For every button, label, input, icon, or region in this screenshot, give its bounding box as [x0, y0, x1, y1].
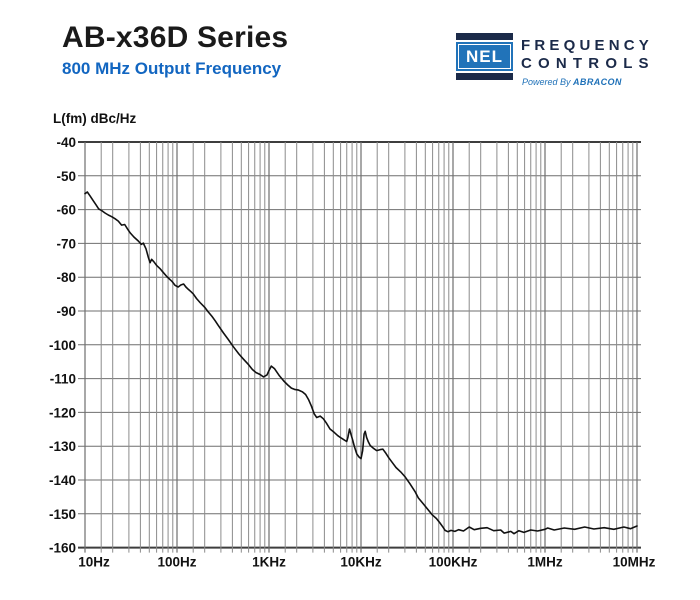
phase-noise-chart: L(fm) dBc/Hz -40 -50 -60 -70 -80 -90 -100 -110 -1…: [0, 105, 700, 585]
logo-controls-label: CONTROLS: [521, 55, 655, 72]
y-tick-label: -110: [50, 372, 76, 387]
y-tick-label: -140: [49, 473, 76, 488]
phase-noise-curve: [84, 191, 638, 535]
x-tick-label: 10MHz: [613, 555, 656, 570]
nel-logo: NEL FREQUENCY CONTROLS Powered By ABRACO…: [456, 33, 649, 91]
nel-box: NEL: [456, 42, 513, 71]
nel-bottom-bar: [456, 73, 513, 80]
x-tick-label: 10KHz: [340, 555, 382, 570]
logo-frequency-label: FREQUENCY: [521, 37, 653, 54]
nel-text: NEL: [466, 46, 503, 66]
x-tick-label: 100KHz: [429, 555, 478, 570]
y-tick-label: -60: [56, 203, 76, 218]
nel-top-bar: [456, 33, 513, 40]
x-tick-label: 1KHz: [252, 555, 286, 570]
y-tick-label: -90: [56, 304, 76, 319]
y-tick-label: -150: [49, 507, 76, 522]
y-tick-label: -120: [49, 405, 76, 420]
y-tick-label: -160: [49, 541, 76, 556]
page-subtitle: 800 MHz Output Frequency: [62, 58, 282, 78]
powered-by-label: Powered By ABRACON: [522, 77, 622, 87]
y-tick-label: -130: [49, 439, 76, 454]
powered-by-prefix: Powered By: [522, 77, 574, 87]
nel-mark-icon: NEL: [456, 33, 513, 80]
y-tick-label: -40: [56, 135, 76, 150]
header: AB-x36D Series 800 MHz Output Frequency: [62, 22, 288, 79]
y-tick-label: -80: [56, 270, 76, 285]
y-tick-label: -100: [49, 338, 76, 353]
x-tick-label: 1MHz: [527, 555, 563, 570]
x-tick-label: 100Hz: [157, 555, 196, 570]
y-tick-label: -50: [56, 169, 76, 184]
nel-inner-border: [458, 44, 511, 69]
y-tick-label: -70: [56, 236, 76, 251]
abracon-label: ABRACON: [573, 77, 622, 87]
page-title: AB-x36D Series: [62, 21, 289, 54]
y-axis-title: L(fm) dBc/Hz: [53, 111, 136, 126]
x-tick-label: 10Hz: [78, 555, 110, 570]
chart-svg: L(fm) dBc/Hz -40 -50 -60 -70 -80 -90 -100 -110 -1…: [49, 111, 656, 570]
